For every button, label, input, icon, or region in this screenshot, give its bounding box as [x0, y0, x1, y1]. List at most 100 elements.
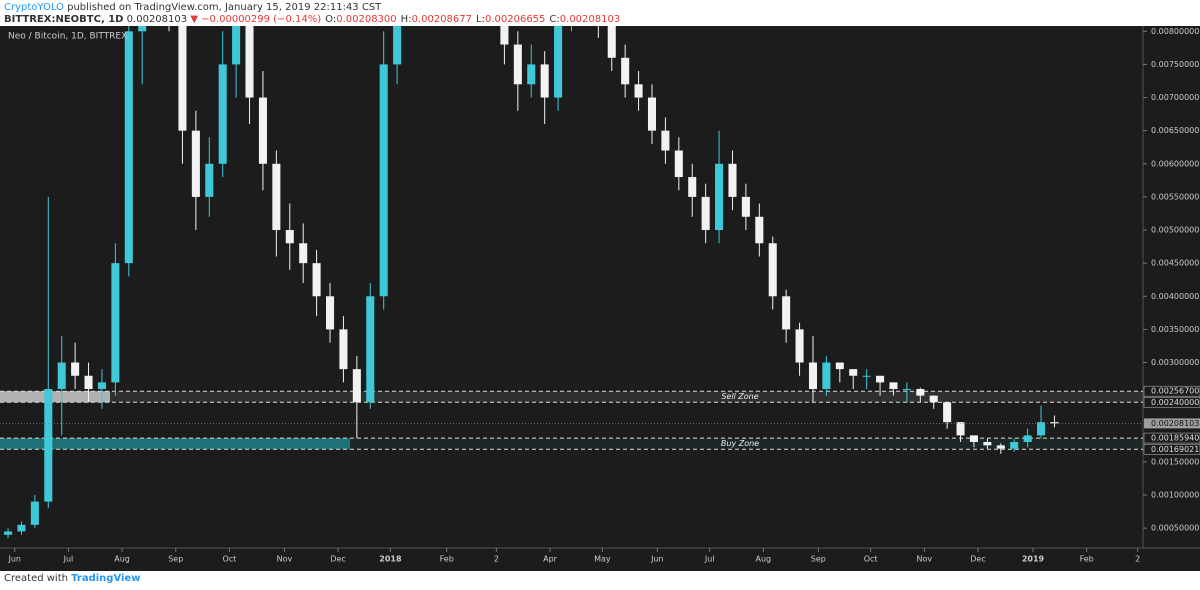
ohlc-name: H: [400, 14, 412, 25]
zone-price-tag [1143, 432, 1200, 444]
zone-price-label: 0.00256700 [1151, 387, 1199, 396]
x-tick-label: Sep [811, 555, 826, 564]
candle-body [607, 26, 616, 58]
y-tick-label: 0.00650000 [1151, 126, 1199, 135]
candle-body [782, 296, 791, 330]
x-tick-label: Jul [704, 555, 715, 564]
ohlc-value: 0.00208677 [411, 14, 473, 25]
x-tick-label: Feb [1080, 555, 1094, 564]
x-tick-label: May [594, 555, 611, 564]
candle-body [1023, 435, 1032, 443]
candle-body [339, 329, 348, 370]
x-tick-label: Feb [440, 555, 454, 564]
candle-body [728, 163, 737, 197]
zone-price-tag [1143, 443, 1200, 455]
chart-background [0, 26, 1200, 571]
y-tick-label: 0.00450000 [1151, 259, 1199, 268]
y-tick-label: 0.00750000 [1151, 60, 1199, 69]
y-tick-label: 0.00500000 [1151, 226, 1199, 235]
candle-body [352, 369, 361, 403]
change: ▼ −0.00000299 (−0.14%) [190, 14, 322, 25]
x-tick-label: Oct [864, 555, 878, 564]
candle-body [755, 216, 764, 244]
candle-body [916, 389, 925, 396]
candle-body [929, 395, 938, 403]
candle-body [768, 243, 777, 297]
candle-body [1037, 422, 1046, 436]
author[interactable]: CryptoYOLO [4, 2, 64, 13]
candle-body [57, 362, 66, 390]
candle-body [688, 177, 697, 197]
candle-body [849, 369, 858, 376]
y-tick-label: 0.00050000 [1151, 524, 1199, 533]
candle-body [741, 196, 750, 217]
candle-body [835, 362, 844, 370]
candle-body [701, 196, 710, 231]
candle-body [258, 97, 267, 164]
candle-body [943, 402, 952, 423]
candle-body [84, 375, 93, 390]
x-tick-label: 2018 [379, 555, 402, 564]
candle-body [554, 26, 563, 98]
zone-label: Buy Zone [721, 439, 759, 448]
ohlc-value: 0.00208103 [559, 14, 621, 25]
candle-body [393, 26, 402, 65]
zone-band [0, 391, 1143, 403]
ohlc-name: O: [325, 14, 337, 25]
candle-body [245, 26, 254, 98]
candle-body [17, 524, 26, 532]
candle-body [30, 501, 39, 525]
header: CryptoYOLO published on TradingView.com,… [4, 2, 620, 26]
candle-body [272, 163, 281, 231]
x-tick-label: Aug [756, 555, 772, 564]
x-tick-label: Aug [114, 555, 130, 564]
candle-body [889, 382, 898, 390]
x-tick-label: Jun [650, 555, 664, 564]
last-price: 0.00208103 [126, 14, 188, 25]
zone-origin [0, 438, 350, 450]
candle-body [969, 435, 978, 443]
zone-price-tag [1143, 385, 1200, 397]
candle-body [795, 329, 804, 363]
plot: Sell Zone Buy Zone [0, 26, 1143, 539]
y-tick-label: 0.00550000 [1151, 192, 1199, 201]
brand[interactable]: TradingView [71, 573, 141, 584]
current-price-label: 0.00208103 [1151, 419, 1199, 428]
candle-body [1050, 422, 1059, 424]
candle-body [178, 26, 187, 131]
x-tick-label: Nov [277, 555, 293, 564]
zone-price-label: 0.00185940 [1151, 434, 1199, 443]
y-tick-label: 0.00150000 [1151, 457, 1199, 466]
candle-body [299, 243, 308, 264]
x-tick-label: Sep [168, 555, 183, 564]
zone-label: Sell Zone [721, 392, 758, 401]
candle-body [621, 57, 630, 85]
candle-body [124, 31, 133, 264]
candle-body [325, 296, 335, 330]
y-tick-label: 0.00100000 [1151, 491, 1199, 500]
candle-body [138, 26, 147, 32]
candle-body [513, 44, 522, 85]
candle-body [1010, 442, 1019, 449]
candle-body [312, 263, 321, 297]
candle-body [540, 64, 549, 98]
candle-body [71, 362, 80, 376]
y-tick-label: 0.00700000 [1151, 93, 1199, 102]
symbol: BITTREX:NEOBTC, 1D [4, 14, 124, 25]
zone-price-tag [1143, 396, 1200, 408]
x-tick-label: Apr [543, 555, 558, 564]
x-tick-label: 2 [494, 555, 499, 564]
candle-body [674, 150, 683, 178]
x-tick-label: Nov [917, 555, 933, 564]
ohlc-name: C: [549, 14, 560, 25]
published: published on TradingView.com, January 15… [67, 2, 382, 13]
x-tick-label: Dec [970, 555, 985, 564]
candle-body [44, 389, 53, 502]
candle-body [634, 84, 643, 98]
y-tick-label: 0.00800000 [1151, 27, 1199, 36]
zone-price-label: 0.00169021 [1151, 445, 1199, 454]
candle-body [97, 382, 106, 390]
y-tick-label: 0.00350000 [1151, 325, 1199, 334]
candle-body [500, 26, 509, 45]
